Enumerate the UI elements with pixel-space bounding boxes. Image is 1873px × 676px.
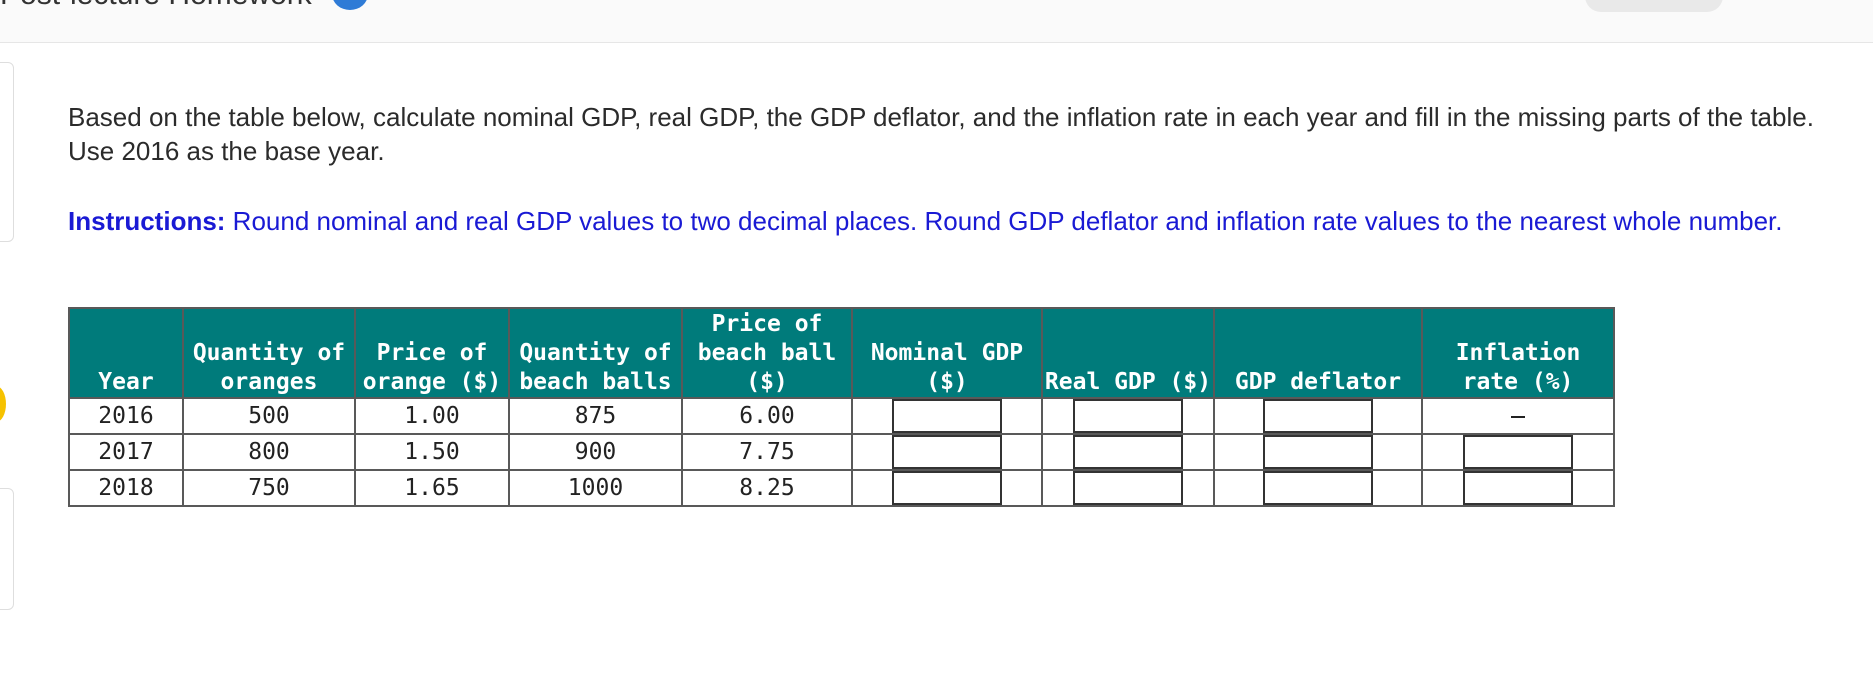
cell-inflation-rate xyxy=(1421,397,1615,435)
gdp-deflator-input-2018[interactable] xyxy=(1263,471,1373,505)
cell-quantity-oranges: 500 xyxy=(182,397,356,435)
status-indicator-dot xyxy=(0,386,6,422)
nominal-gdp-input-2016[interactable] xyxy=(892,399,1002,433)
table-row: 2018 750 1.65 1000 8.25 xyxy=(68,469,1615,507)
gdp-deflator-input-2016[interactable] xyxy=(1263,399,1373,433)
cell-gdp-deflator xyxy=(1213,433,1423,471)
table-row: 2016 500 1.00 875 6.00 xyxy=(68,397,1615,435)
cell-real-gdp xyxy=(1041,397,1215,435)
cell-price-orange: 1.00 xyxy=(354,397,510,435)
cell-gdp-deflator xyxy=(1213,397,1423,435)
nominal-gdp-input-2017[interactable] xyxy=(892,435,1002,469)
cell-nominal-gdp xyxy=(851,469,1043,507)
instructions-text: Instructions: Round nominal and real GDP… xyxy=(68,204,1858,238)
table-row: 2017 800 1.50 900 7.75 xyxy=(68,433,1615,471)
cell-year: 2018 xyxy=(68,469,184,507)
cell-real-gdp xyxy=(1041,469,1215,507)
cell-quantity-beach-balls: 900 xyxy=(508,433,683,471)
header-gdp-deflator: GDP deflator xyxy=(1213,307,1423,399)
instructions-label: Instructions: xyxy=(68,206,226,236)
header-nominal-gdp: Nominal GDP ($) xyxy=(851,307,1043,399)
gdp-table: Year Quantity of oranges Price of orange… xyxy=(68,307,1615,507)
top-right-button[interactable] xyxy=(1585,0,1723,12)
cell-year: 2016 xyxy=(68,397,184,435)
cell-price-orange: 1.65 xyxy=(354,469,510,507)
real-gdp-input-2018[interactable] xyxy=(1073,471,1183,505)
cell-real-gdp xyxy=(1041,433,1215,471)
cell-year: 2017 xyxy=(68,433,184,471)
header-inflation-rate: Inflation rate (%) xyxy=(1421,307,1615,399)
header-price-orange: Price of orange ($) xyxy=(354,307,510,399)
help-circle-icon[interactable] xyxy=(332,0,368,10)
cell-price-beach-ball: 8.25 xyxy=(681,469,853,507)
side-panel-card xyxy=(0,62,14,242)
cell-quantity-oranges: 750 xyxy=(182,469,356,507)
nominal-gdp-input-2018[interactable] xyxy=(892,471,1002,505)
cell-gdp-deflator xyxy=(1213,469,1423,507)
header-year: Year xyxy=(68,307,184,399)
real-gdp-input-2017[interactable] xyxy=(1073,435,1183,469)
side-panel-card xyxy=(0,488,14,610)
table-header-row: Year Quantity of oranges Price of orange… xyxy=(68,307,1615,399)
cell-price-beach-ball: 6.00 xyxy=(681,397,853,435)
cell-quantity-beach-balls: 875 xyxy=(508,397,683,435)
header-quantity-oranges: Quantity of oranges xyxy=(182,307,356,399)
cell-quantity-oranges: 800 xyxy=(182,433,356,471)
real-gdp-input-2016[interactable] xyxy=(1073,399,1183,433)
top-bar: Post-lecture Homework xyxy=(0,0,1873,43)
cell-quantity-beach-balls: 1000 xyxy=(508,469,683,507)
cell-nominal-gdp xyxy=(851,397,1043,435)
not-applicable-dash xyxy=(1511,415,1525,418)
cell-nominal-gdp xyxy=(851,433,1043,471)
header-quantity-beach-balls: Quantity of beach balls xyxy=(508,307,683,399)
inflation-rate-input-2017[interactable] xyxy=(1463,435,1573,469)
assignment-title: Post-lecture Homework xyxy=(0,0,312,12)
cell-price-beach-ball: 7.75 xyxy=(681,433,853,471)
header-real-gdp: Real GDP ($) xyxy=(1041,307,1215,399)
gdp-deflator-input-2017[interactable] xyxy=(1263,435,1373,469)
cell-inflation-rate xyxy=(1421,433,1615,471)
cell-inflation-rate xyxy=(1421,469,1615,507)
header-price-beach-ball: Price of beach ball ($) xyxy=(681,307,853,399)
cell-price-orange: 1.50 xyxy=(354,433,510,471)
instructions-body: Round nominal and real GDP values to two… xyxy=(225,206,1783,236)
inflation-rate-input-2018[interactable] xyxy=(1463,471,1573,505)
question-text: Based on the table below, calculate nomi… xyxy=(68,102,1814,166)
